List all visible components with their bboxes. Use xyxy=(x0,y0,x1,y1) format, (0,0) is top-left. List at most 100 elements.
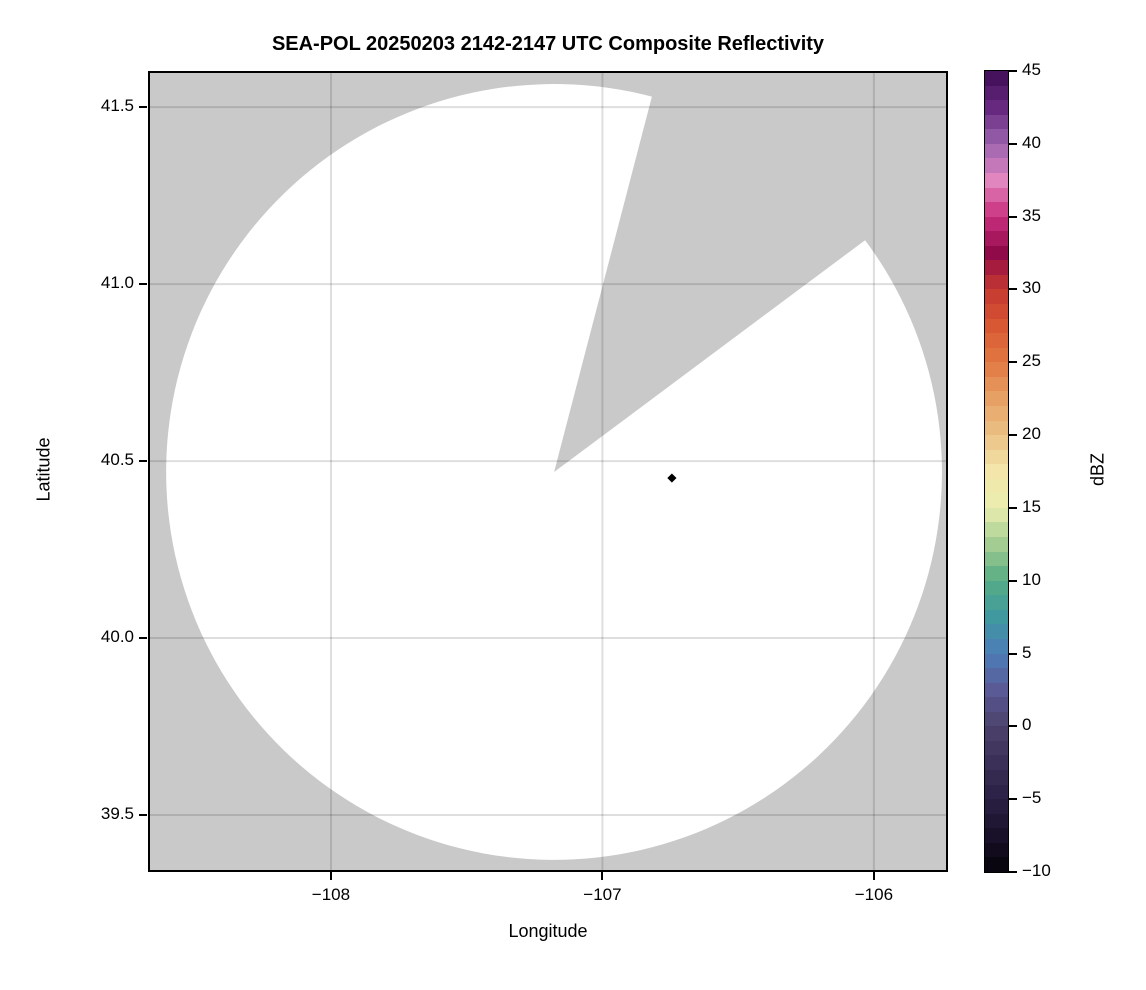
colorbar-tick-mark xyxy=(1009,725,1017,728)
colorbar-tick-label: 25 xyxy=(1022,351,1041,371)
colorbar-band xyxy=(985,143,1008,159)
colorbar-tick-label: 40 xyxy=(1022,132,1041,152)
colorbar-band xyxy=(985,420,1008,436)
colorbar-tick-label: −10 xyxy=(1022,861,1051,880)
colorbar-band xyxy=(985,187,1008,203)
colorbar-band xyxy=(985,537,1008,552)
x-tick-mark xyxy=(601,872,604,880)
colorbar-band xyxy=(985,668,1008,683)
y-tick-label: 41.5 xyxy=(100,96,134,116)
y-tick-label: 40.0 xyxy=(100,627,134,647)
colorbar-band xyxy=(985,478,1008,494)
colorbar-band xyxy=(985,624,1008,639)
colorbar-band xyxy=(985,566,1008,581)
colorbar-band xyxy=(985,784,1008,800)
colorbar-band xyxy=(985,755,1008,770)
colorbar-band xyxy=(985,376,1008,392)
colorbar-tick-label: 45 xyxy=(1022,60,1041,79)
echo-point-marker xyxy=(667,473,677,483)
y-tick-mark xyxy=(139,106,147,109)
colorbar-tick-label: 5 xyxy=(1022,642,1032,662)
colorbar-tick-label: −5 xyxy=(1022,788,1042,808)
plot-area xyxy=(148,71,948,872)
colorbar-band xyxy=(985,85,1008,101)
y-tick-mark xyxy=(139,814,147,816)
colorbar-band xyxy=(985,682,1008,698)
colorbar-band xyxy=(985,653,1008,669)
colorbar-band xyxy=(985,638,1008,654)
y-tick-label: 39.5 xyxy=(100,804,134,823)
colorbar-band xyxy=(985,260,1008,275)
colorbar-band xyxy=(985,813,1008,829)
colorbar-band xyxy=(985,362,1008,377)
colorbar-tick-mark xyxy=(1009,70,1017,72)
colorbar-tick-label: 30 xyxy=(1022,278,1041,298)
colorbar-band xyxy=(985,857,1008,872)
colorbar-band xyxy=(985,551,1008,567)
colorbar-band xyxy=(985,333,1008,348)
colorbar-tick-mark xyxy=(1009,288,1017,291)
colorbar-band xyxy=(985,158,1008,173)
colorbar-tick-label: 15 xyxy=(1022,496,1041,516)
colorbar-band xyxy=(985,114,1008,130)
colorbar-tick-label: 35 xyxy=(1022,205,1041,225)
colorbar xyxy=(984,70,1009,873)
colorbar-band xyxy=(985,71,1008,86)
colorbar-tick-mark xyxy=(1009,361,1017,364)
colorbar-band xyxy=(985,580,1008,596)
x-tick-label: −106 xyxy=(854,885,894,904)
colorbar-band xyxy=(985,449,1008,465)
colorbar-band xyxy=(985,391,1008,406)
colorbar-band xyxy=(985,304,1008,319)
colorbar-tick-mark xyxy=(1009,579,1017,582)
colorbar-band xyxy=(985,828,1008,843)
colorbar-tick-mark xyxy=(1009,871,1017,873)
colorbar-band xyxy=(985,172,1008,188)
colorbar-tick-mark xyxy=(1009,215,1017,218)
radar-coverage-shape xyxy=(166,84,942,860)
x-tick-label: −107 xyxy=(583,885,622,904)
colorbar-band xyxy=(985,507,1008,523)
colorbar-band xyxy=(985,347,1008,363)
colorbar-band xyxy=(985,842,1008,858)
colorbar-tick-mark xyxy=(1009,506,1017,509)
chart-title: SEA-POL 20250203 2142-2147 UTC Composite… xyxy=(271,33,825,55)
colorbar-band xyxy=(985,522,1008,537)
colorbar-band xyxy=(985,799,1008,814)
colorbar-band xyxy=(985,318,1008,334)
colorbar-band xyxy=(985,245,1008,261)
y-tick-mark xyxy=(139,283,147,286)
colorbar-band xyxy=(985,216,1008,232)
colorbar-band xyxy=(985,289,1008,304)
y-tick-mark xyxy=(139,637,147,640)
x-tick-mark xyxy=(872,872,875,880)
y-tick-label: 40.5 xyxy=(100,450,134,470)
colorbar-tick-label: 10 xyxy=(1022,569,1041,589)
colorbar-band xyxy=(985,202,1008,217)
x-tick-mark xyxy=(329,872,332,880)
colorbar-band xyxy=(985,711,1008,727)
colorbar-band xyxy=(985,493,1008,508)
colorbar-label: dBZ xyxy=(1087,453,1108,487)
colorbar-band xyxy=(985,770,1008,785)
y-axis-label: Latitude xyxy=(33,437,54,502)
colorbar-band xyxy=(985,231,1008,246)
y-tick-mark xyxy=(139,460,147,463)
colorbar-tick-mark xyxy=(1009,652,1017,655)
colorbar-band xyxy=(985,100,1008,115)
x-axis-label: Longitude xyxy=(508,921,588,941)
colorbar-band xyxy=(985,609,1008,625)
y-tick-label: 41.0 xyxy=(100,273,134,293)
colorbar-tick-mark xyxy=(1009,798,1017,801)
colorbar-band xyxy=(985,405,1008,421)
colorbar-band xyxy=(985,595,1008,610)
colorbar-band xyxy=(985,435,1008,450)
colorbar-band xyxy=(985,726,1008,741)
colorbar-band xyxy=(985,697,1008,712)
colorbar-band xyxy=(985,274,1008,290)
colorbar-band xyxy=(985,129,1008,144)
radar-plot-canvas xyxy=(148,71,948,872)
colorbar-band xyxy=(985,740,1008,756)
colorbar-tick-mark xyxy=(1009,434,1017,437)
